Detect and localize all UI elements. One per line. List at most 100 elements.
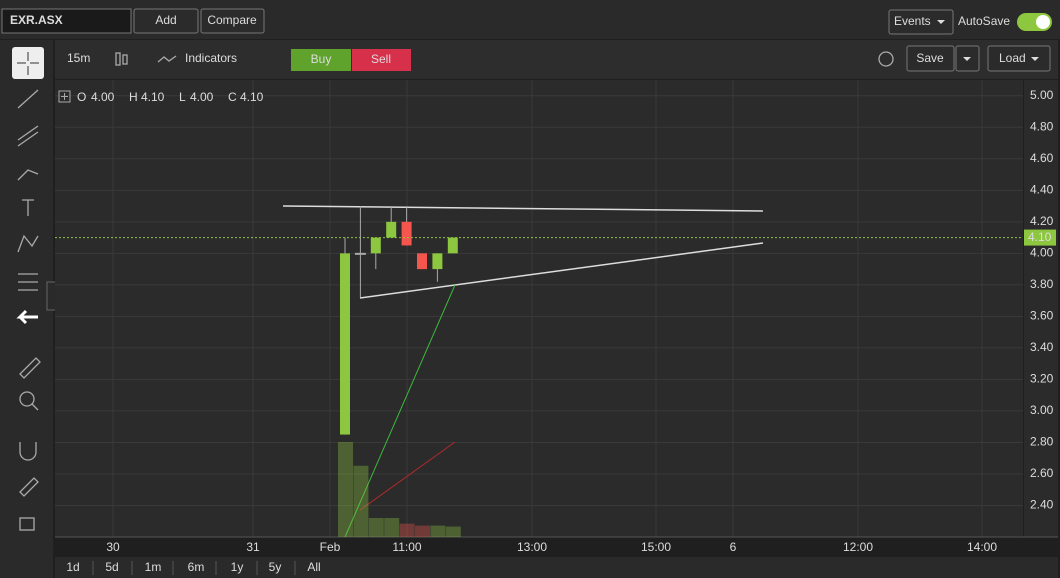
range-button[interactable]: 1m — [145, 560, 162, 574]
candle-body — [447, 237, 458, 254]
y-tick-label: 3.40 — [1030, 340, 1054, 354]
low-label: L — [179, 90, 186, 104]
high-value: 4.10 — [141, 90, 165, 104]
x-tick-label: 13:00 — [517, 540, 547, 554]
plot-area — [55, 80, 1023, 537]
range-button[interactable]: 6m — [188, 560, 205, 574]
compare-button[interactable] — [200, 8, 265, 34]
y-tick-label: 3.00 — [1030, 403, 1054, 417]
plus-icon — [61, 93, 68, 100]
settings-icon[interactable] — [878, 51, 894, 67]
indicator-line — [359, 441, 456, 511]
symbol-text: EXR.ASX — [10, 13, 63, 27]
autosave-label: AutoSave — [958, 14, 1010, 28]
toggle-knob — [1036, 15, 1050, 29]
volume-bar — [445, 526, 461, 537]
last-price-box — [1024, 229, 1056, 246]
last-price-label: 4.10 — [1028, 230, 1052, 244]
range-button[interactable]: 5y — [269, 560, 282, 574]
candle-body — [386, 221, 397, 238]
y-tick-label: 4.00 — [1030, 246, 1054, 260]
y-tick-label: 4.80 — [1030, 119, 1054, 133]
compare-label: Compare — [207, 13, 257, 27]
trend-line — [359, 242, 764, 299]
open-value: 4.00 — [91, 90, 115, 104]
volume-bar — [430, 525, 446, 537]
low-value: 4.00 — [190, 90, 214, 104]
x-tick-label: 15:00 — [641, 540, 671, 554]
symbol-input[interactable] — [1, 8, 132, 34]
chart: 30 31 Feb 11:00 13:00 15:00 6 12:00 14:00 5.00 4.8… — [55, 80, 1058, 554]
indicators-icon — [157, 55, 177, 63]
volume-bar — [399, 523, 415, 537]
y-tick-label: 2.80 — [1030, 435, 1054, 449]
x-tick-label: 14:00 — [967, 540, 997, 554]
tool-icons[interactable] — [16, 89, 41, 531]
add-label: Add — [155, 13, 176, 27]
y-tick-label: 4.60 — [1030, 151, 1054, 165]
ohlc-legend: O 4.00 H 4.10 L 4.00 C 4.10 — [77, 90, 264, 104]
open-label: O — [77, 90, 86, 104]
candle-body — [401, 221, 412, 246]
buy-button[interactable] — [291, 49, 351, 71]
caret — [937, 20, 945, 24]
save-button[interactable] — [906, 45, 955, 72]
load-button[interactable] — [987, 45, 1051, 72]
y-tick-label: 2.40 — [1030, 498, 1054, 512]
caret — [1031, 57, 1039, 61]
trend-line — [282, 205, 764, 212]
volume-bar — [384, 518, 400, 537]
caret — [963, 57, 971, 61]
x-tick-label: 12:00 — [843, 540, 873, 554]
x-tick-label: 30 — [106, 540, 120, 554]
sell-button[interactable] — [352, 49, 411, 71]
indicator-line — [344, 284, 456, 538]
price-axis — [1024, 80, 1058, 537]
volume-bar — [368, 518, 384, 537]
y-tick-label: 3.60 — [1030, 309, 1054, 323]
volume-bar — [353, 465, 369, 537]
crosshair-icon — [17, 52, 39, 75]
sidebar — [0, 40, 53, 578]
range-bar — [55, 557, 1058, 578]
load-label: Load — [999, 51, 1026, 65]
candle-body — [370, 237, 381, 254]
range-button[interactable]: All — [307, 560, 320, 574]
candle-body — [417, 253, 427, 270]
candle-body — [432, 253, 443, 270]
volume-bar — [338, 442, 353, 537]
close-value: 4.10 — [240, 90, 264, 104]
y-tick-label: 4.20 — [1030, 214, 1054, 228]
y-tick-label: 5.00 — [1030, 88, 1054, 102]
sell-label: Sell — [371, 52, 391, 66]
volume-bar — [415, 525, 430, 537]
range-buttons: 1d 5d 1m 6m 1y 5y All — [66, 560, 321, 575]
candle-icon[interactable] — [115, 52, 128, 66]
events-button[interactable] — [888, 9, 954, 35]
y-tick-label: 3.80 — [1030, 277, 1054, 291]
legend-toggle[interactable] — [58, 90, 71, 103]
close-label: C — [228, 90, 237, 104]
x-tick-label: 31 — [246, 540, 260, 554]
x-tick-label: 6 — [730, 540, 737, 554]
y-tick-label: 2.60 — [1030, 466, 1054, 480]
crosshair-tool[interactable] — [12, 47, 44, 79]
chart-toolbar — [55, 40, 1058, 79]
y-tick-label: 4.40 — [1030, 182, 1054, 196]
interval[interactable]: 15m — [67, 51, 90, 65]
add-button[interactable] — [133, 8, 199, 34]
save-label: Save — [916, 51, 944, 65]
x-tick-label: 11:00 — [392, 540, 421, 554]
range-button[interactable]: 1y — [231, 560, 244, 574]
candle-body — [354, 252, 366, 255]
y-tick-label: 3.20 — [1030, 372, 1054, 386]
range-button[interactable]: 1d — [66, 560, 79, 574]
indicators[interactable]: Indicators — [185, 51, 237, 65]
events-label: Events — [894, 14, 931, 28]
candle-body — [340, 253, 350, 435]
x-tick-label: Feb — [320, 540, 341, 554]
high-label: H — [129, 90, 138, 104]
buy-label: Buy — [311, 52, 332, 66]
range-button[interactable]: 5d — [105, 560, 118, 574]
